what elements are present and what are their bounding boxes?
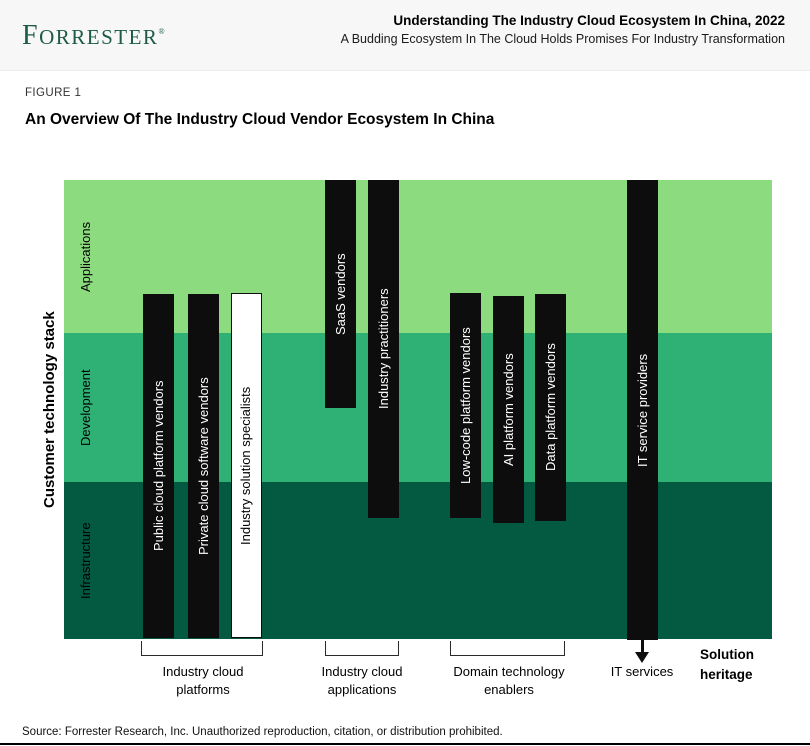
group-label-it-services: IT services bbox=[610, 664, 674, 679]
down-arrow-stem bbox=[641, 640, 644, 653]
forrester-logo: FORRESTER® bbox=[22, 20, 165, 52]
bar-it-service-providers: IT service providers bbox=[627, 180, 658, 640]
figure-number-label: FIGURE 1 bbox=[25, 87, 82, 99]
group-label-industry-cloud-platforms: Industry cloud platforms bbox=[162, 664, 244, 698]
bracket-industry-cloud-platforms bbox=[141, 641, 263, 656]
bar-low-code-platform-vendors: Low-code platform vendors bbox=[450, 293, 481, 518]
down-arrow-icon bbox=[635, 652, 649, 663]
bar-industry-solution-specialists: Industry solution specialists bbox=[231, 293, 262, 638]
group-label-domain-technology-enablers: Domain technology enablers bbox=[453, 664, 565, 698]
figure-title: An Overview Of The Industry Cloud Vendor… bbox=[25, 111, 495, 128]
applications-band-label: Applications bbox=[78, 221, 93, 292]
bottom-rule bbox=[0, 743, 810, 745]
bar-public-cloud-platform-vendors: Public cloud platform vendors bbox=[143, 294, 174, 638]
registered-trademark-mark: ® bbox=[158, 27, 165, 36]
report-header-text: Understanding The Industry Cloud Ecosyst… bbox=[341, 13, 785, 46]
group-label-industry-cloud-applications: Industry cloud applications bbox=[321, 664, 403, 698]
bracket-domain-technology-enablers bbox=[450, 641, 565, 656]
solution-heritage-label: Solution heritage bbox=[700, 647, 754, 682]
report-title: Understanding The Industry Cloud Ecosyst… bbox=[393, 13, 785, 28]
stack-axis-label: Customer technology stack bbox=[41, 311, 58, 508]
bar-ai-platform-vendors: AI platform vendors bbox=[493, 296, 524, 523]
bar-saas-vendors: SaaS vendors bbox=[325, 180, 356, 408]
bracket-industry-cloud-applications bbox=[325, 641, 399, 656]
development-band-label: Development bbox=[78, 369, 93, 446]
bar-data-platform-vendors: Data platform vendors bbox=[535, 294, 566, 521]
bar-private-cloud-software-vendors: Private cloud software vendors bbox=[188, 294, 219, 638]
report-subtitle: A Budding Ecosystem In The Cloud Holds P… bbox=[340, 32, 785, 46]
bar-industry-practitioners: Industry practitioners bbox=[368, 180, 399, 518]
forrester-logo-text: FORRESTER bbox=[22, 20, 159, 51]
report-header: FORRESTER® Understanding The Industry Cl… bbox=[0, 0, 810, 71]
source-note: Source: Forrester Research, Inc. Unautho… bbox=[22, 726, 503, 738]
infrastructure-band-label: Infrastructure bbox=[78, 522, 93, 599]
